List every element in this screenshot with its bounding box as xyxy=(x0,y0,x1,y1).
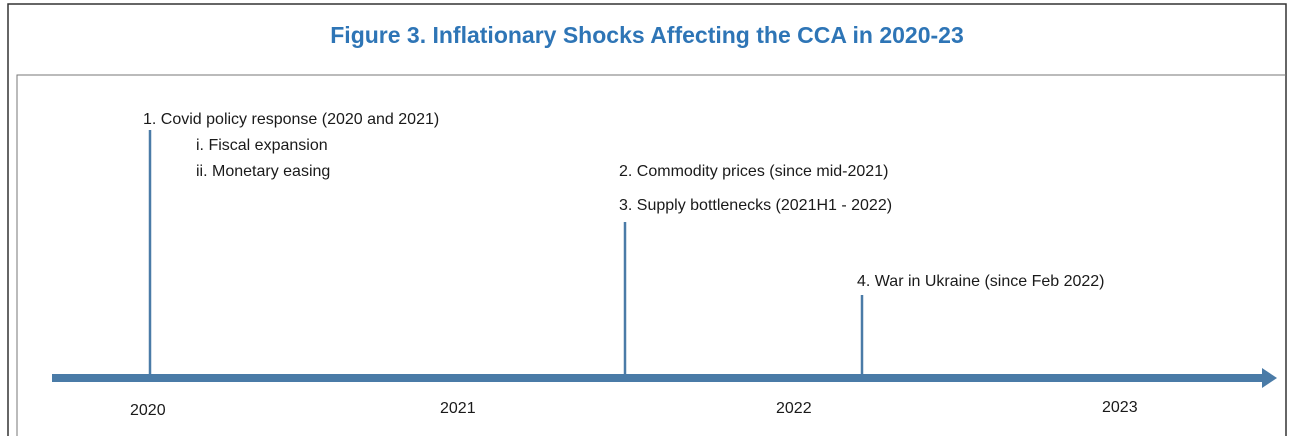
event-label: 2. Commodity prices (since mid-2021) xyxy=(619,163,888,180)
outer-border xyxy=(7,3,1287,436)
figure-title: Figure 3. Inflationary Shocks Affecting … xyxy=(330,22,964,48)
event-item: ii. Monetary easing xyxy=(196,163,330,180)
arrow-head xyxy=(1262,368,1277,388)
event-label: 3. Supply bottlenecks (2021H1 - 2022) xyxy=(619,197,892,214)
inner-border xyxy=(16,74,1286,436)
event-label: 1. Covid policy response (2020 and 2021) xyxy=(143,111,439,128)
year-label: 2020 xyxy=(130,402,166,419)
year-label: 2023 xyxy=(1102,399,1138,416)
event-item: i. Fiscal expansion xyxy=(196,137,328,154)
event-label: 4. War in Ukraine (since Feb 2022) xyxy=(857,273,1105,290)
year-label: 2021 xyxy=(440,400,476,417)
year-label: 2022 xyxy=(776,400,812,417)
